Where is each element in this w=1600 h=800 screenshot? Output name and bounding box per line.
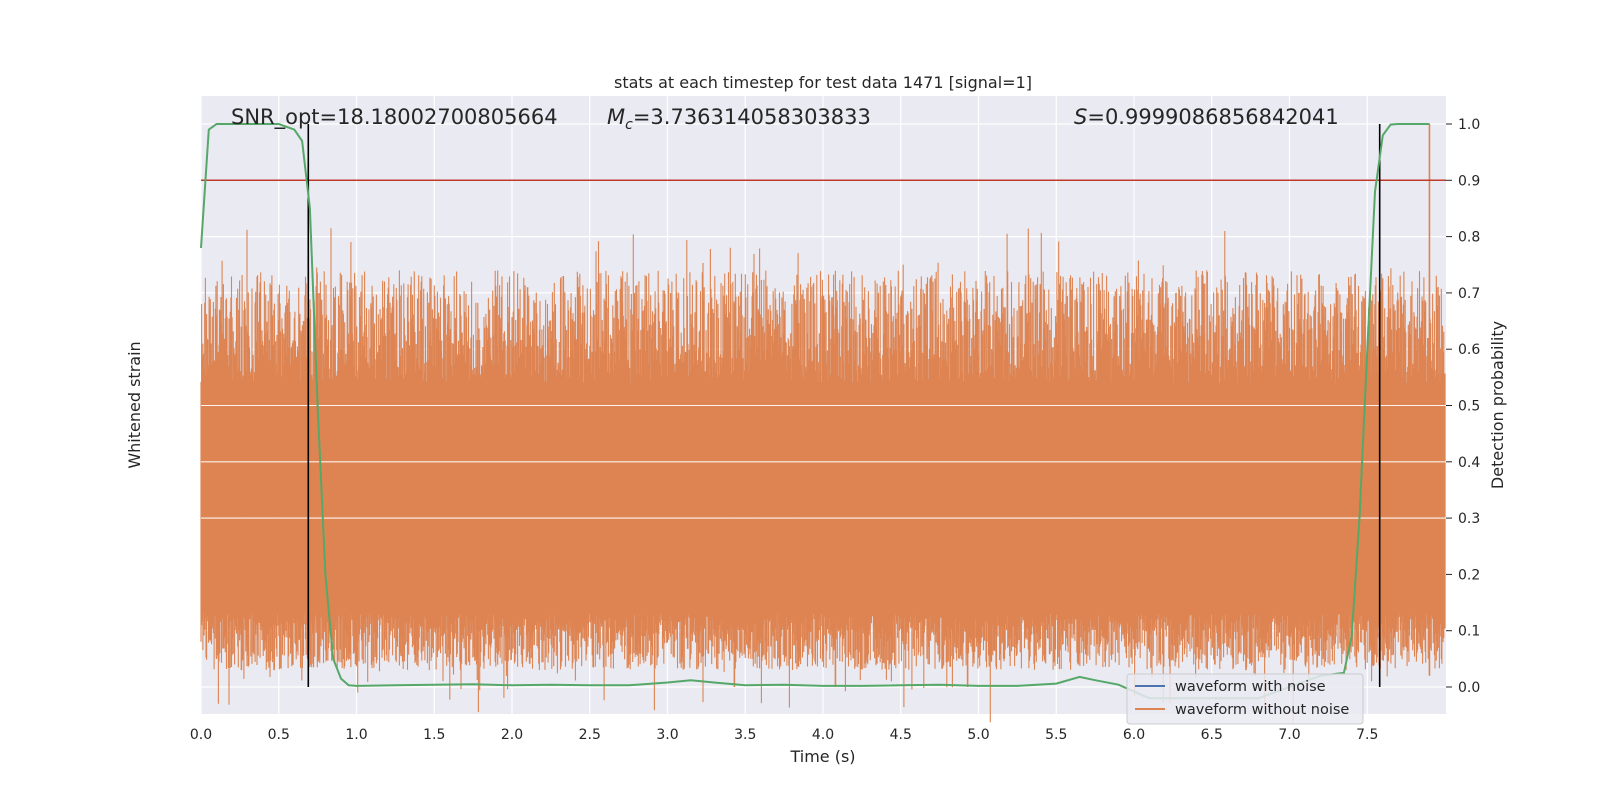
legend-box (1126, 673, 1364, 725)
x-axis-label: Time (s) (789, 747, 855, 766)
x-tick-label: 2.5 (579, 727, 601, 743)
y-tick-label: 0.1 (1458, 624, 1480, 640)
y-tick-label: 0.0 (1458, 680, 1480, 696)
y-tick-label: 0.6 (1458, 342, 1480, 358)
x-tick-label: 5.0 (967, 727, 989, 743)
score-annotation: S=0.9999086856842041 (1074, 105, 1339, 129)
chirp-mass-annotation: Mc=3.736314058303833 (607, 105, 871, 133)
boundary-lines (307, 124, 1381, 687)
x-tick-label: 7.5 (1356, 727, 1378, 743)
x-tick-label: 7.0 (1278, 727, 1300, 743)
mc-symbol: M (607, 105, 625, 129)
x-tick-label: 3.5 (734, 727, 756, 743)
mc-subscript: c (625, 117, 633, 133)
x-tick-labels: 0.0 0.5 1.0 1.5 2.0 2.5 3.0 3.5 4.0 4.5 5.0 5.5 6.0 6… (190, 727, 1379, 743)
x-tick-label: 2.0 (501, 727, 523, 743)
y-tick-label: 1.0 (1458, 117, 1480, 133)
snr-annotation: SNR_opt=18.18002700805664 (231, 105, 558, 130)
y-tick-label: 0.9 (1458, 173, 1480, 189)
x-tick-label: 1.5 (423, 727, 445, 743)
detection-probability-line (200, 123, 1430, 700)
y-right-axis-label: Detection probability (1488, 321, 1507, 489)
x-tick-label: 0.5 (268, 727, 290, 743)
x-tick-label: 5.5 (1045, 727, 1067, 743)
y-tick-label: 0.7 (1458, 286, 1480, 302)
legend-label-with-noise: waveform with noise (1175, 679, 1326, 695)
legend: waveform with noise waveform without noi… (1126, 673, 1364, 725)
whitened-strain-series (200, 124, 1446, 723)
s-symbol: S (1074, 105, 1087, 129)
y-left-axis-label: Whitened strain (125, 341, 144, 468)
x-tick-label: 4.0 (812, 727, 834, 743)
y-tick-label: 0.2 (1458, 567, 1480, 583)
y-tick-label: 0.3 (1458, 511, 1480, 527)
mc-value: =3.736314058303833 (633, 105, 871, 129)
x-tick-label: 6.5 (1201, 727, 1223, 743)
y-tick-label: 0.4 (1458, 455, 1480, 471)
y-tick-label: 0.8 (1458, 230, 1480, 246)
x-tick-label: 3.0 (656, 727, 678, 743)
x-tick-label: 4.5 (890, 727, 912, 743)
s-value: =0.9999086856842041 (1087, 105, 1338, 129)
legend-label-without-noise: waveform without noise (1175, 702, 1349, 718)
x-tick-label: 0.0 (190, 727, 212, 743)
x-tick-label: 1.0 (345, 727, 367, 743)
y-tick-label: 0.5 (1458, 399, 1480, 415)
chart-title: stats at each timestep for test data 147… (614, 73, 1032, 92)
detection-probability-series (200, 123, 1430, 700)
strain-noise (200, 228, 1446, 723)
y-right-tick-labels: 0.0 0.1 0.2 0.3 0.4 0.5 0.6 0.7 0.8 0.9 1.0 (1446, 117, 1480, 696)
x-tick-label: 6.0 (1123, 727, 1145, 743)
